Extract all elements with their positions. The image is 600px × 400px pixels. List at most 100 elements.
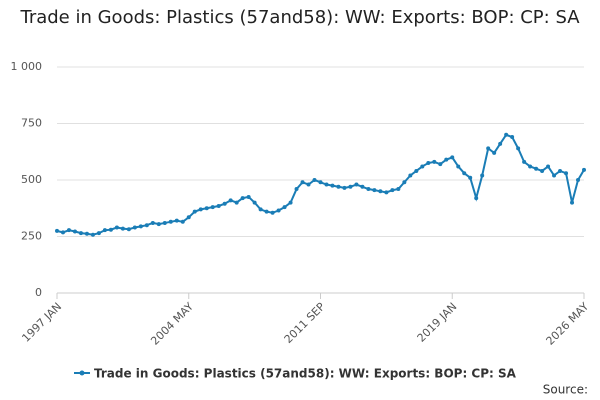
point: [60, 230, 65, 235]
x-tick-label: 2011 SEP: [282, 300, 328, 346]
x-tick-label: 2004 MAY: [148, 300, 196, 348]
point: [462, 171, 467, 176]
point: [288, 200, 293, 205]
x-tick-label: 1997 JAN: [19, 300, 64, 345]
point: [240, 196, 245, 201]
point: [402, 180, 407, 185]
point: [300, 180, 305, 185]
point: [174, 218, 179, 223]
point: [534, 166, 539, 171]
point: [312, 178, 317, 182]
point: [342, 185, 347, 190]
point: [252, 200, 257, 205]
point: [228, 198, 233, 203]
point: [546, 164, 551, 169]
point: [450, 155, 455, 160]
point: [378, 189, 383, 194]
point: [198, 207, 203, 212]
point: [396, 187, 401, 192]
legend-label: Trade in Goods: Plastics (57and58): WW: …: [94, 367, 517, 381]
point: [372, 188, 377, 193]
point: [408, 173, 413, 178]
source: Source:: [543, 383, 588, 397]
point: [486, 146, 491, 151]
point: [258, 207, 263, 212]
point: [270, 210, 275, 215]
point: [186, 215, 191, 220]
point: [102, 228, 107, 233]
point: [210, 205, 215, 210]
point: [576, 178, 581, 182]
point: [456, 164, 461, 169]
point: [126, 227, 131, 232]
point: [366, 187, 371, 192]
point: [150, 220, 155, 225]
point: [306, 182, 311, 187]
point: [90, 232, 95, 237]
point: [282, 205, 287, 210]
point: [552, 173, 557, 178]
y-tick-label: 500: [21, 173, 42, 186]
point: [504, 132, 509, 137]
point: [510, 135, 515, 140]
point: [78, 231, 83, 236]
series-line: [56, 133, 585, 236]
point: [72, 229, 77, 234]
point: [558, 168, 563, 173]
point: [570, 200, 575, 205]
point: [582, 167, 586, 172]
y-tick-label: 1 000: [11, 60, 43, 73]
point: [354, 182, 359, 187]
y-tick-label: 750: [21, 117, 42, 130]
point: [426, 161, 431, 166]
chart-title: Trade in Goods: Plastics (57and58): WW: …: [20, 7, 580, 28]
point: [444, 157, 449, 162]
point: [216, 203, 221, 208]
point: [528, 164, 533, 169]
point: [360, 184, 365, 189]
point: [414, 168, 419, 173]
point: [96, 231, 101, 236]
point: [420, 164, 425, 169]
point: [492, 150, 497, 155]
point: [108, 227, 113, 232]
point: [55, 228, 59, 233]
point: [474, 196, 479, 201]
point: [516, 146, 521, 151]
point: [438, 162, 443, 167]
point: [540, 168, 545, 173]
point: [234, 200, 239, 205]
point: [330, 183, 335, 188]
point: [246, 194, 251, 199]
point: [522, 159, 527, 164]
point: [384, 190, 389, 195]
point: [168, 219, 173, 224]
point: [348, 184, 353, 189]
point: [114, 225, 119, 230]
point: [276, 208, 281, 213]
point: [390, 188, 395, 193]
point: [432, 159, 437, 164]
point: [336, 184, 341, 189]
point: [318, 180, 323, 185]
point: [498, 141, 503, 146]
point: [324, 182, 329, 187]
point: [156, 222, 161, 227]
point: [66, 228, 71, 233]
x-tick-label: 2026 MAY: [544, 300, 592, 348]
point: [120, 226, 125, 231]
point: [162, 220, 167, 225]
point: [294, 187, 299, 192]
point: [480, 173, 485, 178]
point: [132, 225, 137, 230]
y-tick-label: 0: [35, 286, 42, 299]
point: [144, 223, 149, 228]
x-tick-label: 2019 JAN: [415, 300, 460, 345]
point: [564, 171, 569, 176]
point: [222, 201, 227, 206]
point: [264, 209, 269, 214]
point: [204, 206, 209, 211]
point: [468, 175, 473, 180]
